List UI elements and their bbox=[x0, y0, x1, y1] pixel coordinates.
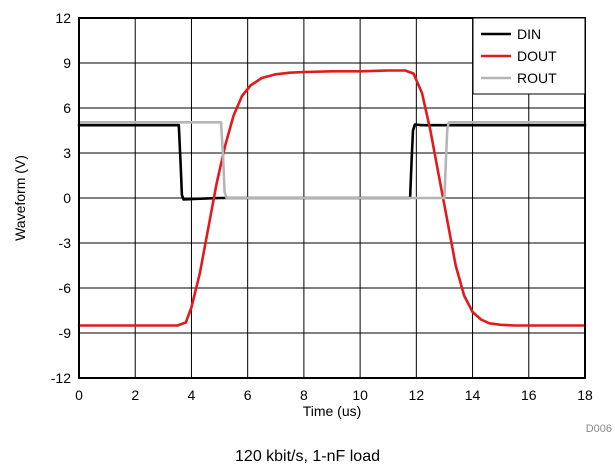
y-tick-label: -12 bbox=[51, 370, 71, 386]
series-line-din bbox=[77, 123, 587, 201]
plot-area-frame bbox=[78, 17, 586, 379]
x-tick-label: 16 bbox=[521, 387, 537, 403]
x-tick-label: 14 bbox=[465, 387, 481, 403]
y-tick-label: -6 bbox=[59, 280, 72, 296]
x-tick-label: 4 bbox=[188, 387, 196, 403]
y-axis-title: Waveform (V) bbox=[12, 155, 28, 241]
series-lines bbox=[77, 69, 587, 327]
y-tick-label: 12 bbox=[55, 10, 71, 26]
y-tick-label: -3 bbox=[59, 235, 72, 251]
series-line-rout bbox=[77, 121, 587, 200]
x-tick-label: 18 bbox=[577, 387, 593, 403]
legend: DIN DOUT ROUT bbox=[472, 17, 586, 95]
y-tick-label: 0 bbox=[63, 190, 71, 206]
x-tick-label: 10 bbox=[352, 387, 368, 403]
legend-label: DOUT bbox=[517, 48, 557, 64]
x-axis-title: Time (us) bbox=[303, 403, 362, 419]
legend-label: DIN bbox=[517, 26, 541, 42]
series-line-dout bbox=[77, 69, 587, 327]
tick-labels: 0 2 4 6 8 10 12 14 16 18 -12 -9 -6 -3 0 3 6 9 12 bbox=[51, 10, 593, 403]
legend-label: ROUT bbox=[517, 70, 557, 86]
figure-code-label: D006 bbox=[586, 423, 612, 435]
x-tick-label: 0 bbox=[75, 387, 83, 403]
y-tick-label: 9 bbox=[63, 55, 71, 71]
line-chart: 0 2 4 6 8 10 12 14 16 18 -12 -9 -6 -3 0 3 6 9 12 Time (us)… bbox=[12, 10, 612, 435]
y-tick-label: -9 bbox=[59, 325, 72, 341]
x-tick-label: 12 bbox=[409, 387, 425, 403]
x-tick-label: 8 bbox=[300, 387, 308, 403]
chart-caption: 120 kbit/s, 1-nF load bbox=[235, 448, 380, 465]
x-tick-label: 2 bbox=[131, 387, 139, 403]
y-tick-label: 3 bbox=[63, 145, 71, 161]
y-tick-label: 6 bbox=[63, 100, 71, 116]
x-tick-label: 6 bbox=[244, 387, 252, 403]
